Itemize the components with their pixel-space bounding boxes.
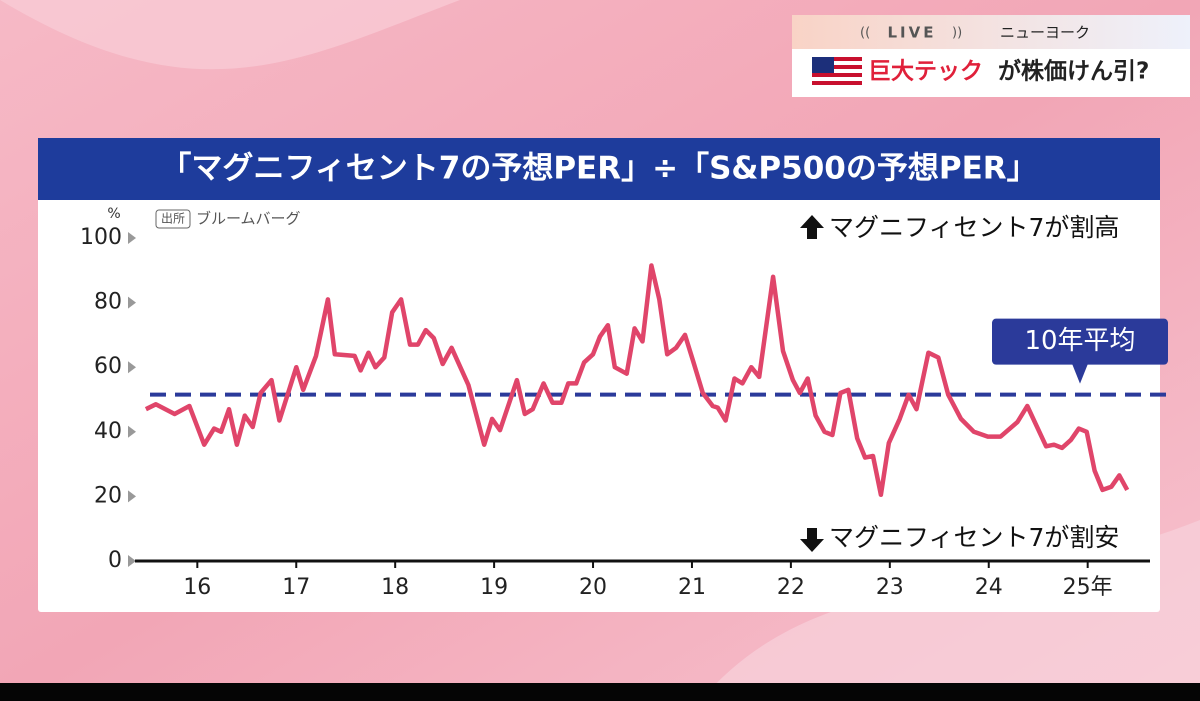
y-tick-mark bbox=[128, 490, 136, 503]
x-tick-label: 24 bbox=[975, 575, 1003, 600]
y-tick-mark bbox=[128, 555, 136, 567]
y-unit: % bbox=[107, 206, 120, 222]
reference-label-box bbox=[992, 318, 1168, 365]
annotation-low: マグニフィセント7が割安 bbox=[829, 523, 1119, 552]
headline-accent: 巨大テック bbox=[868, 59, 983, 85]
source-tag-box bbox=[155, 209, 191, 229]
x-tick-label: 20 bbox=[579, 575, 607, 600]
x-tick-label: 25年 bbox=[1063, 575, 1113, 600]
x-tick-label: 21 bbox=[678, 575, 706, 600]
up-arrow bbox=[800, 215, 824, 239]
y-tick-label: 0 bbox=[108, 548, 122, 573]
data-line bbox=[144, 263, 1130, 498]
bg-swirl bbox=[0, 0, 460, 70]
location: ニューヨーク bbox=[1000, 24, 1090, 42]
x-tick-label: 22 bbox=[777, 575, 805, 600]
y-tick-label: 40 bbox=[94, 419, 122, 444]
x-tick-label: 19 bbox=[480, 575, 508, 600]
bottom-bar bbox=[0, 683, 1200, 701]
down-arrow bbox=[800, 528, 824, 552]
headline: が株価けん引? bbox=[998, 58, 1149, 85]
y-tick-label: 80 bbox=[94, 290, 122, 315]
chart-title: 「マグニフィセント7の予想PER」÷「S&P500の予想PER」 bbox=[160, 151, 1037, 187]
live-mark: )) bbox=[952, 26, 962, 41]
live-label: LIVE bbox=[888, 24, 937, 42]
y-tick-mark bbox=[128, 296, 136, 309]
x-tick-label: 17 bbox=[282, 575, 310, 600]
y-tick-mark bbox=[128, 232, 136, 244]
live-mark: (( bbox=[860, 26, 870, 41]
x-tick-label: 18 bbox=[381, 575, 409, 600]
y-tick-label: 100 bbox=[80, 225, 122, 250]
reference-label-pointer bbox=[1072, 363, 1088, 384]
x-tick-label: 23 bbox=[876, 575, 904, 600]
y-tick-mark bbox=[128, 361, 136, 374]
source-tag: 出所 bbox=[161, 212, 185, 226]
title-bar bbox=[38, 138, 1160, 200]
y-tick-label: 20 bbox=[94, 483, 122, 508]
us-flag bbox=[812, 57, 862, 87]
news-strip bbox=[792, 15, 1190, 49]
y-tick-label: 60 bbox=[94, 354, 122, 379]
annotation-high: マグニフィセント7が割高 bbox=[829, 213, 1119, 242]
y-tick-mark bbox=[128, 425, 136, 438]
reference-label: 10年平均 bbox=[1024, 326, 1135, 356]
x-tick-label: 16 bbox=[183, 575, 211, 600]
source: ブルームバーグ bbox=[196, 210, 301, 228]
